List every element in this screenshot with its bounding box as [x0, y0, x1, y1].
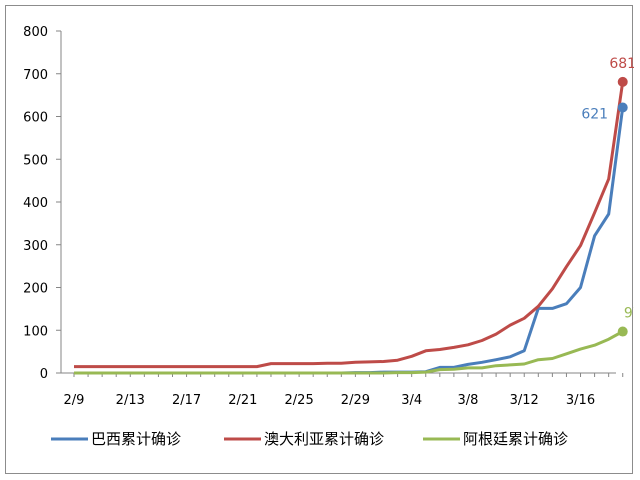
- end-value-label: 681: [609, 56, 634, 72]
- end-value-label: 97: [624, 306, 634, 322]
- end-point-marker: [617, 76, 628, 87]
- chart-frame: 0 100 200 300 400 500 600 700 800 2/9 2/13 2/17 2/2…: [5, 5, 634, 474]
- x-tick-label: 2/13: [116, 393, 145, 408]
- x-tick-label: 2/17: [172, 393, 201, 408]
- series-line: [74, 330, 624, 375]
- x-tick-label: 3/12: [510, 393, 539, 408]
- y-tick-label: 800: [23, 25, 48, 40]
- y-tick-label: 0: [40, 367, 48, 382]
- y-tick-label: 300: [23, 239, 48, 254]
- series-line: [74, 107, 625, 375]
- y-tick-label: 400: [23, 196, 48, 211]
- end-point-marker: [617, 102, 628, 113]
- y-tick-labels: 0 100 200 300 400 500 600 700 800: [23, 25, 48, 382]
- x-tick-label: 3/8: [457, 393, 478, 408]
- x-tick-label: 2/25: [285, 393, 314, 408]
- legend-label: 巴西累计确诊: [91, 430, 181, 448]
- x-tick-label: 2/29: [341, 393, 370, 408]
- y-tick-label: 200: [23, 282, 48, 297]
- series-lines: [74, 81, 625, 375]
- x-tick-label: 3/4: [401, 393, 422, 408]
- series-line: [74, 81, 625, 369]
- x-tick-label: 3/16: [566, 393, 595, 408]
- x-tick-labels: 2/9 2/13 2/17 2/21 2/25 2/29 3/4 3/8 3/12 3/16: [64, 393, 596, 408]
- x-tick-label: 2/21: [228, 393, 257, 408]
- x-tick-label: 2/9: [64, 393, 85, 408]
- y-tick-label: 700: [23, 68, 48, 83]
- end-markers: 621 681 97: [581, 56, 634, 337]
- y-tick-label: 100: [23, 324, 48, 339]
- legend-label: 澳大利亚累计确诊: [264, 430, 384, 448]
- line-chart: 0 100 200 300 400 500 600 700 800 2/9 2/13 2/17 2/2…: [23, 25, 634, 448]
- legend: 巴西累计确诊 澳大利亚累计确诊 阿根廷累计确诊: [51, 430, 568, 448]
- axes: [56, 30, 624, 377]
- y-tick-label: 600: [23, 111, 48, 126]
- end-value-label: 621: [581, 107, 608, 123]
- end-point-marker: [617, 326, 628, 337]
- y-tick-label: 500: [23, 153, 48, 168]
- legend-label: 阿根廷累计确诊: [463, 430, 568, 448]
